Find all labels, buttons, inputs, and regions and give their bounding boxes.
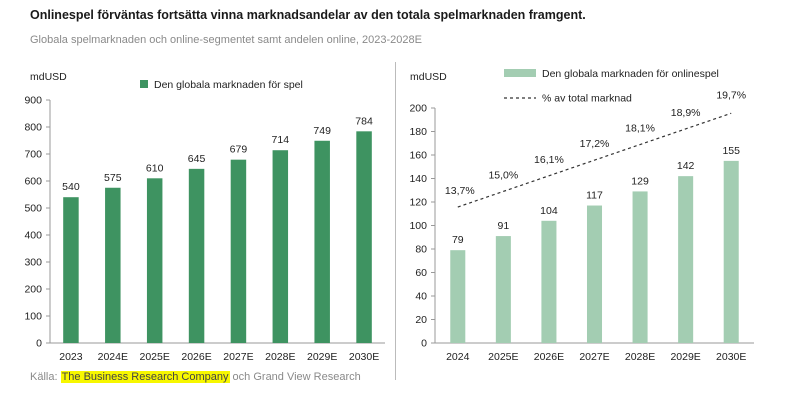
x-tick-label: 2029E bbox=[670, 351, 700, 363]
y-tick-label: 0 bbox=[36, 338, 42, 350]
x-tick-label: 2029E bbox=[307, 351, 337, 363]
bar bbox=[356, 131, 372, 343]
source-highlight: The Business Research Company bbox=[60, 371, 230, 383]
y-tick-label: 500 bbox=[24, 203, 42, 215]
bar bbox=[63, 197, 79, 343]
y-tick-label: 20 bbox=[415, 314, 427, 326]
y-tick-label: 80 bbox=[415, 244, 427, 256]
bar-value-label: 79 bbox=[452, 234, 464, 246]
y-tick-label: 800 bbox=[24, 122, 42, 134]
share-label: 18,9% bbox=[671, 107, 701, 119]
y-tick-label: 40 bbox=[415, 291, 427, 303]
source-prefix: Källa: bbox=[30, 371, 61, 383]
bar bbox=[272, 150, 289, 343]
y-tick-label: 200 bbox=[24, 284, 42, 296]
bar-value-label: 540 bbox=[62, 181, 80, 193]
bar-value-label: 749 bbox=[313, 125, 331, 137]
y-tick-label: 200 bbox=[409, 103, 427, 115]
right-bar-chart: mdUSD 0 20 40 60 80 100 120 140 160 180 200 79 2024 91… bbox=[409, 68, 754, 363]
share-label: 19,7% bbox=[716, 89, 746, 101]
chart-subtitle: Globala spelmarknaden och online-segment… bbox=[30, 34, 422, 46]
share-label: 13,7% bbox=[445, 185, 475, 197]
share-label: 15,0% bbox=[488, 169, 518, 181]
y-tick-label: 0 bbox=[421, 338, 427, 350]
x-tick-label: 2028E bbox=[625, 351, 655, 363]
bar-value-label: 645 bbox=[188, 153, 206, 165]
x-tick-label: 2027E bbox=[579, 351, 609, 363]
bar-value-label: 575 bbox=[104, 172, 122, 184]
x-tick-label: 2028E bbox=[265, 351, 295, 363]
share-label: 17,2% bbox=[580, 138, 610, 150]
bar-value-label: 104 bbox=[540, 205, 558, 217]
y-tick-label: 100 bbox=[24, 311, 42, 323]
bar bbox=[678, 176, 694, 343]
x-tick-label: 2025E bbox=[488, 351, 518, 363]
left-bar-chart: mdUSD 0 100 200 300 400 500 600 700 800 900 540 2023… bbox=[24, 71, 385, 363]
x-tick-label: 2026E bbox=[534, 351, 564, 363]
bar-value-label: 679 bbox=[230, 144, 248, 156]
legend-label: % av total marknad bbox=[542, 93, 632, 105]
y-tick-label: 400 bbox=[24, 230, 42, 242]
legend-label: Den globala marknaden för spel bbox=[154, 79, 303, 91]
bar bbox=[632, 191, 648, 343]
y-tick-label: 180 bbox=[409, 126, 427, 138]
y-axis-label: mdUSD bbox=[30, 71, 67, 83]
bar-value-label: 91 bbox=[498, 220, 510, 232]
legend-swatch bbox=[504, 69, 536, 77]
bar bbox=[541, 220, 557, 343]
y-tick-label: 100 bbox=[409, 220, 427, 232]
x-tick-label: 2030E bbox=[349, 351, 379, 363]
x-tick-label: 2025E bbox=[140, 351, 170, 363]
share-line bbox=[457, 112, 732, 208]
bar bbox=[188, 168, 205, 343]
y-tick-label: 700 bbox=[24, 149, 42, 161]
x-tick-label: 2027E bbox=[223, 351, 253, 363]
bar bbox=[495, 236, 511, 343]
y-tick-label: 300 bbox=[24, 257, 42, 269]
bar bbox=[586, 205, 603, 343]
bar bbox=[105, 187, 121, 343]
bar bbox=[314, 140, 330, 343]
x-tick-label: 2024 bbox=[446, 351, 470, 363]
y-tick-label: 160 bbox=[409, 150, 427, 162]
legend-label: Den globala marknaden för onlinespel bbox=[542, 68, 719, 80]
bar-value-label: 142 bbox=[677, 160, 695, 172]
x-tick-label: 2024E bbox=[98, 351, 128, 363]
bar-value-label: 155 bbox=[722, 145, 740, 157]
bar bbox=[230, 159, 247, 343]
y-tick-label: 60 bbox=[415, 267, 427, 279]
legend-swatch bbox=[140, 80, 148, 88]
source-suffix: och Grand View Research bbox=[229, 371, 361, 383]
bar-value-label: 610 bbox=[146, 162, 164, 174]
x-tick-label: 2023 bbox=[59, 351, 83, 363]
bar-value-label: 714 bbox=[272, 134, 290, 146]
bar-value-label: 784 bbox=[355, 115, 373, 127]
x-tick-label: 2030E bbox=[716, 351, 746, 363]
x-tick-label: 2026E bbox=[181, 351, 211, 363]
chart-title: Onlinespel förväntas fortsätta vinna mar… bbox=[30, 8, 586, 22]
bar bbox=[723, 160, 739, 343]
bar bbox=[146, 178, 163, 343]
share-label: 18,1% bbox=[625, 123, 655, 135]
y-tick-label: 120 bbox=[409, 197, 427, 209]
chart-divider bbox=[395, 62, 396, 380]
share-label: 16,1% bbox=[534, 154, 564, 166]
y-tick-label: 140 bbox=[409, 173, 427, 185]
y-tick-label: 600 bbox=[24, 176, 42, 188]
y-tick-label: 900 bbox=[24, 95, 42, 107]
source-note: Källa: The Business Research Company och… bbox=[30, 371, 361, 383]
bar-value-label: 117 bbox=[586, 190, 603, 202]
y-axis-label: mdUSD bbox=[410, 71, 447, 83]
bar bbox=[450, 250, 466, 343]
bar-value-label: 129 bbox=[631, 175, 649, 187]
